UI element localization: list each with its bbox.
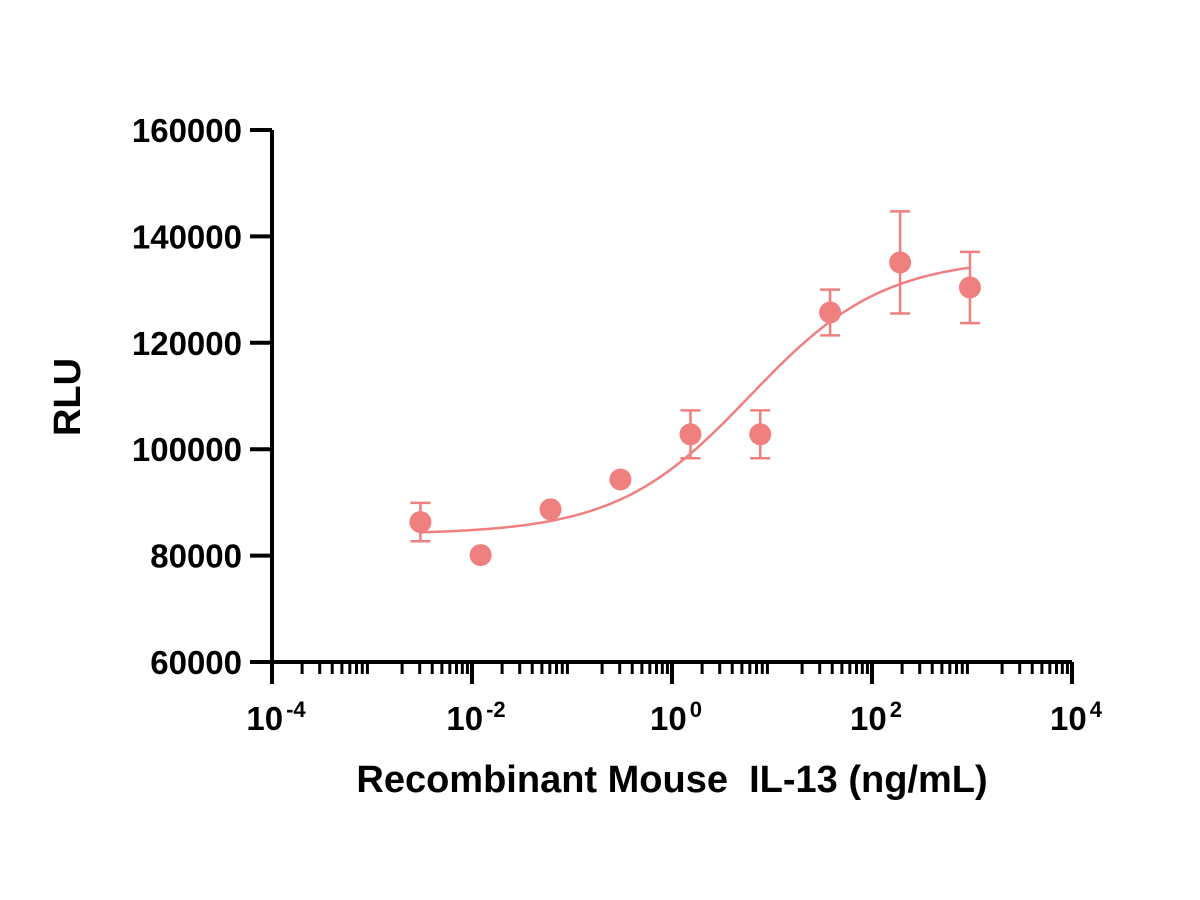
x-tick-label: 10 4: [1050, 697, 1103, 737]
y-tick-label: 60000: [150, 644, 242, 681]
y-tick-label: 140000: [132, 218, 242, 255]
data-points: [409, 251, 981, 567]
fit-curve: [420, 266, 971, 534]
y-axis-label: RLU: [47, 358, 89, 436]
data-point: [409, 511, 432, 534]
x-tick-label: 10 -4: [246, 697, 306, 737]
fit-curve-group: [420, 266, 971, 534]
data-point: [539, 498, 562, 521]
y-tick-label: 100000: [132, 431, 242, 468]
axes: 60000 80000 100000 120000 140000 160000 10 -4 10…: [132, 112, 1103, 737]
data-point: [609, 468, 632, 491]
y-tick-label: 80000: [150, 538, 242, 575]
x-tick-label: 10 0: [650, 697, 702, 737]
x-tick-label: 10 2: [850, 697, 902, 737]
data-point: [958, 276, 981, 299]
data-point: [469, 544, 492, 567]
x-axis-label: Recombinant Mouse IL-13 (ng/mL): [356, 759, 987, 801]
data-point: [749, 423, 772, 446]
data-point: [819, 301, 842, 324]
data-point: [889, 251, 912, 274]
y-tick-label: 160000: [132, 112, 242, 149]
x-tick-label: 10 -2: [446, 697, 505, 737]
data-point: [679, 423, 702, 446]
y-tick-label: 120000: [132, 325, 242, 362]
